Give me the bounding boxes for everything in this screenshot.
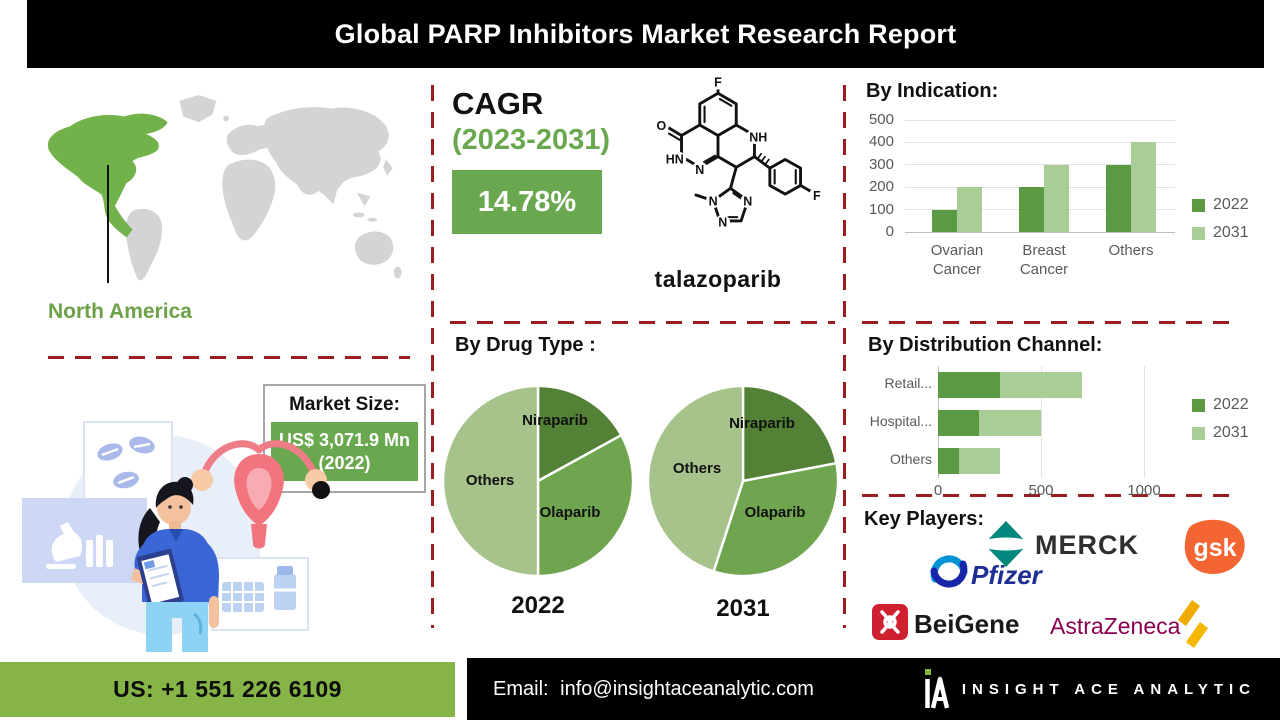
key-players-title: Key Players: — [864, 508, 985, 530]
cagr-period: (2023-2031) — [452, 124, 610, 156]
medicine-card — [211, 557, 309, 631]
by-distribution-title: By Distribution Channel: — [868, 334, 1103, 356]
indication-legend-2031: 2031 — [1192, 224, 1249, 242]
merck-wordmark: MERCK — [1035, 530, 1138, 560]
map-region-pointer-line — [107, 165, 109, 283]
pie-slice-label: Others — [672, 460, 722, 477]
divider-right-top — [862, 321, 1237, 324]
footer-email: Email: info@insightaceanalytic.com — [493, 678, 814, 701]
divider-vertical-right — [843, 85, 846, 628]
cagr-value: 14.78% — [477, 185, 577, 218]
beigene-wordmark: BeiGene — [914, 609, 1020, 639]
distribution-x-axis: 0 500 1000 — [933, 482, 1161, 499]
astrazeneca-wordmark: AstraZeneca — [1050, 613, 1181, 639]
indication-bar-chart — [905, 119, 1175, 233]
pie-slice-others — [441, 384, 540, 578]
map-continents — [125, 95, 402, 281]
molecule-name: talazoparib — [654, 266, 782, 292]
world-map — [47, 95, 402, 281]
gsk-wordmark: gsk — [1193, 534, 1236, 562]
pie-slice-label: Others — [465, 472, 515, 489]
pie-chart-2022 — [441, 384, 635, 578]
pie-slice-label: Olaparib — [539, 504, 601, 521]
pie-year-2031: 2031 — [716, 595, 770, 622]
by-indication-title: By Indication: — [866, 80, 999, 102]
legend-label: 2031 — [1213, 424, 1249, 441]
email-address: info@insightaceanalytic.com — [560, 677, 814, 700]
footer-phone-block: US: +1 551 226 6109 — [0, 662, 455, 717]
indication-category: Ovarian Cancer — [930, 242, 984, 278]
uterus-illustration — [191, 440, 330, 549]
cagr-label: CAGR — [452, 86, 544, 121]
legend-label: 2022 — [1213, 196, 1249, 213]
distribution-legend-2031: 2031 — [1192, 424, 1249, 442]
atom-label: N — [743, 195, 752, 209]
pie-slice-olaparib — [712, 461, 840, 578]
distribution-bar-chart — [937, 366, 1178, 478]
talazoparib-structure: F O HN N NH N N N F — [653, 76, 825, 230]
atom-label: HN — [666, 152, 684, 166]
pie-slice-olaparib — [536, 433, 635, 578]
indication-legend-2022: 2022 — [1192, 196, 1249, 214]
pie-slice-label: Olaparib — [744, 504, 806, 521]
legend-label: 2022 — [1213, 396, 1249, 413]
cagr-value-box: 14.78% — [452, 170, 602, 234]
pie-slice-label: Niraparib — [522, 412, 588, 429]
distribution-category: Hospital... — [869, 413, 932, 429]
atom-label: N — [718, 216, 727, 230]
beigene-logo: BeiGene — [872, 604, 1020, 640]
email-label: Email: — [493, 677, 549, 700]
market-size-label: Market Size: — [289, 394, 400, 415]
legend-swatch-2022 — [1192, 198, 1205, 212]
gsk-logo: gsk — [1184, 519, 1245, 574]
pie-chart-2031 — [646, 384, 840, 578]
legend-swatch-2022 — [1192, 398, 1205, 412]
atom-label: NH — [749, 130, 767, 144]
merck-logo: MERCK — [983, 521, 1138, 567]
divider-left-column — [48, 356, 410, 359]
by-drug-type-title: By Drug Type : — [455, 334, 596, 356]
distribution-legend-2022: 2022 — [1192, 396, 1249, 414]
pie-slice-niraparib — [536, 384, 623, 483]
indication-category: Others — [1108, 242, 1154, 259]
title-bar: Global PARP Inhibitors Market Research R… — [27, 0, 1264, 68]
page-title: Global PARP Inhibitors Market Research R… — [334, 18, 957, 49]
medical-illustration — [22, 421, 330, 652]
legend-swatch-2031 — [1192, 426, 1205, 440]
astrazeneca-logo: AstraZeneca — [1050, 600, 1208, 648]
atom-label: F — [813, 189, 821, 203]
market-size-card: Market Size: US$ 3,071.9 Mn (2022) — [263, 384, 426, 493]
atom-label: F — [714, 76, 722, 90]
divider-right-bottom — [862, 494, 1237, 497]
atom-label: N — [709, 195, 718, 209]
divider-mid-column — [450, 321, 835, 324]
pie-slice-others — [646, 384, 745, 573]
brand-logo: INSIGHT ACE ANALYTIC — [924, 658, 1256, 720]
brand-icon — [924, 669, 949, 709]
pie-slice-label: Niraparib — [729, 415, 795, 432]
legend-swatch-2031 — [1192, 226, 1205, 240]
pie-slice-niraparib — [741, 384, 838, 483]
doctor-figure — [131, 477, 219, 652]
atom-label: O — [657, 119, 667, 133]
atom-label: N — [695, 163, 704, 177]
map-region-label: North America — [48, 300, 192, 323]
indication-category: Breast Cancer — [1019, 242, 1069, 278]
lab-panel — [22, 498, 147, 583]
divider-vertical-left — [431, 85, 434, 628]
distribution-category: Others — [889, 451, 932, 467]
pie-year-2022: 2022 — [511, 592, 565, 619]
legend-label: 2031 — [1213, 224, 1249, 241]
footer-phone: US: +1 551 226 6109 — [113, 676, 342, 702]
footer-bar: Email: info@insightaceanalytic.com INSIG… — [467, 658, 1280, 720]
distribution-category: Retail... — [884, 375, 932, 391]
indication-y-axis: 0 100 200 300 400 500 — [868, 111, 894, 240]
brand-name: INSIGHT ACE ANALYTIC — [961, 680, 1256, 698]
